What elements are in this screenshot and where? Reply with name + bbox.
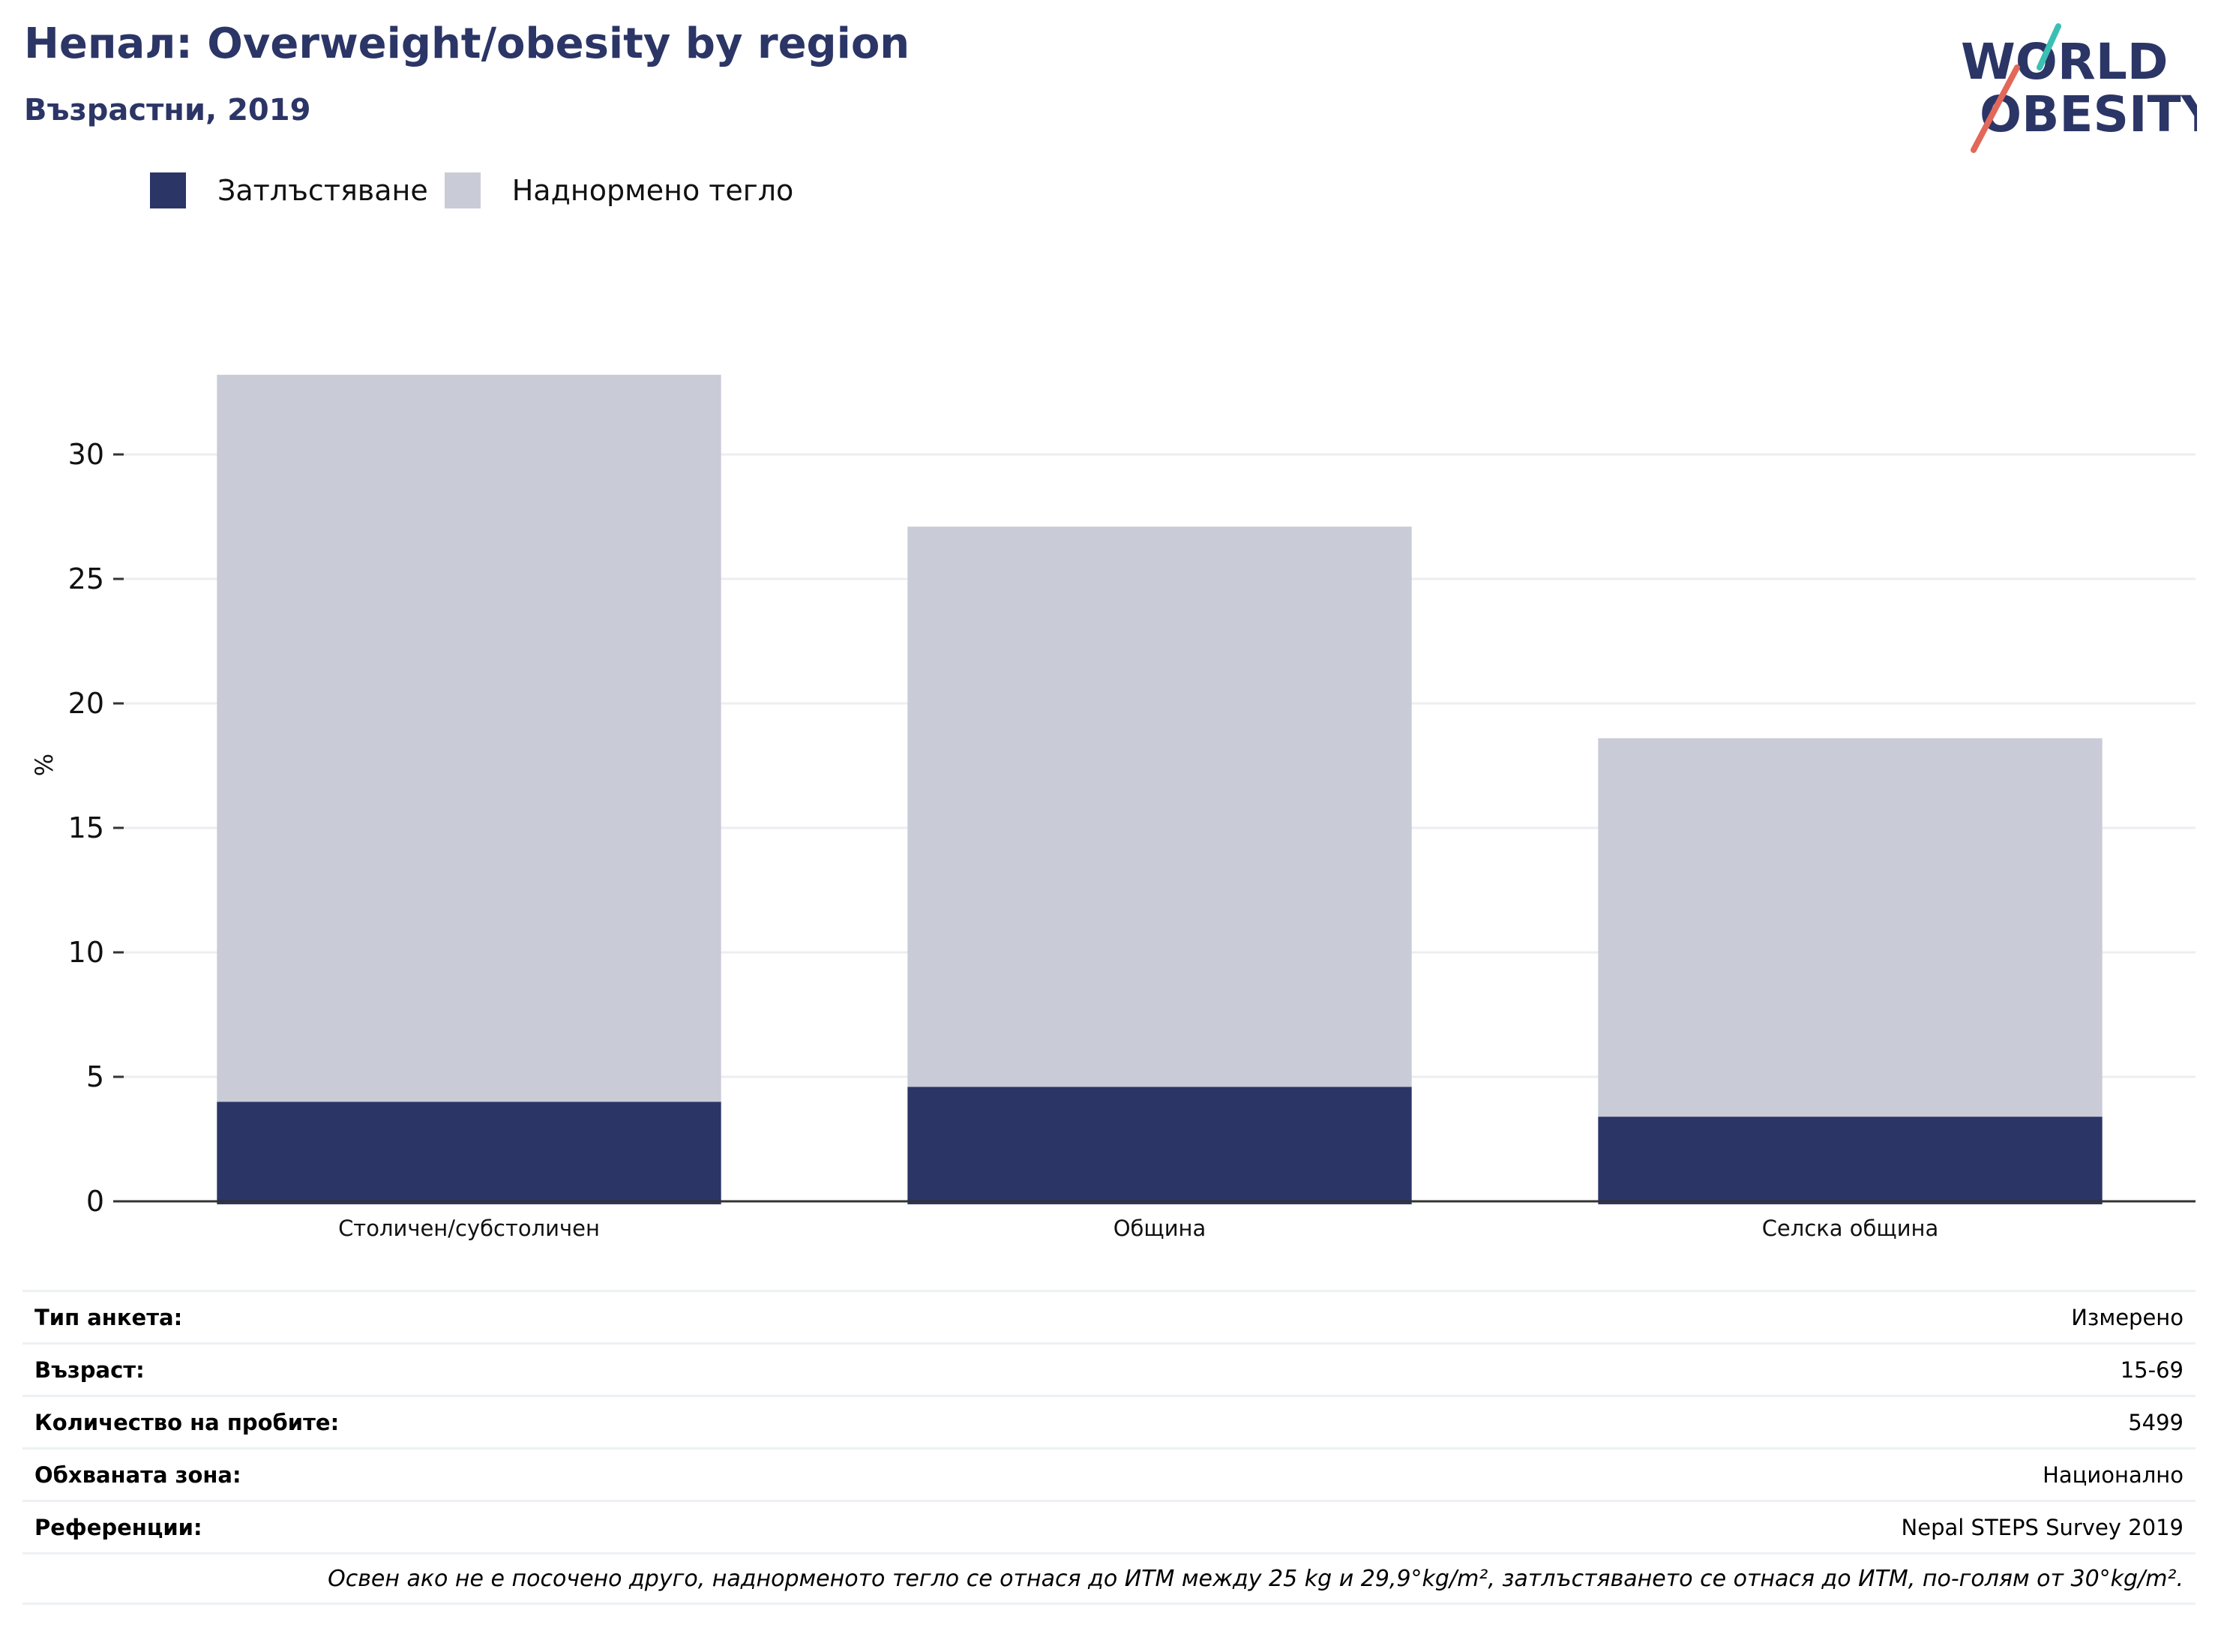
info-label: Възраст: (34, 1357, 145, 1383)
y-tick-label: 5 (86, 1060, 104, 1093)
info-row-age: Възраст: 15-69 (22, 1342, 2196, 1395)
logo-accent-teal (2037, 23, 2061, 70)
bar-segment-overweight (1598, 738, 2103, 1117)
chart-legend: Затлъстяване Наднормено тегло (150, 172, 810, 208)
info-row-sample-size: Количество на пробите: 5499 (22, 1395, 2196, 1447)
logo-word-obesity: OBESITY (1980, 85, 2197, 143)
info-value: Nepal STEPS Survey 2019 (1901, 1514, 2184, 1540)
info-value: 15-69 (2120, 1357, 2184, 1383)
bar-segment-obesity (1598, 1117, 2103, 1204)
info-row-survey-type: Тип анкета: Измерено (22, 1290, 2196, 1342)
definition-note: Освен ако не е посочено друго, наднормен… (22, 1552, 2196, 1605)
info-row-references: Референции: Nepal STEPS Survey 2019 (22, 1500, 2196, 1552)
x-tick-label: Община (1113, 1216, 1206, 1241)
chart-subtitle: Възрастни, 2019 (24, 93, 311, 127)
world-obesity-logo: WORLD OBESITY (1961, 23, 2197, 153)
y-tick-label: 15 (68, 811, 104, 844)
y-axis-label: % (30, 754, 58, 776)
y-tick-label: 20 (68, 687, 104, 720)
info-label: Референции: (34, 1514, 202, 1540)
info-row-area-covered: Обхваната зона: Национално (22, 1447, 2196, 1500)
bar-segment-obesity (907, 1087, 1412, 1204)
chart-title: Непал: Overweight/obesity by region (24, 19, 910, 68)
y-tick-label: 30 (68, 438, 104, 471)
legend-label-overweight: Наднормено тегло (511, 174, 794, 207)
x-tick-label: Столичен/субстоличен (338, 1216, 600, 1241)
info-value: Национално (2043, 1462, 2184, 1488)
legend-swatch-obesity (150, 172, 186, 208)
y-tick-label: 25 (68, 562, 104, 595)
survey-info-table: Тип анкета: Измерено Възраст: 15-69 Коли… (22, 1290, 2196, 1605)
definition-note-text: Освен ако не е посочено друго, наднормен… (328, 1565, 2184, 1592)
x-tick-label: Селска община (1762, 1216, 1939, 1241)
logo-accent-red (1971, 64, 2020, 153)
legend-label-obesity: Затлъстяване (217, 174, 428, 207)
logo-word-world: WORLD (1961, 33, 2169, 91)
info-value: 5499 (2128, 1409, 2184, 1435)
info-label: Обхваната зона: (34, 1462, 241, 1488)
info-label: Тип анкета: (34, 1304, 183, 1330)
y-tick-label: 0 (86, 1185, 104, 1218)
info-label: Количество на пробите: (34, 1409, 340, 1435)
bar-segment-obesity (217, 1102, 721, 1204)
legend-item-obesity: Затлъстяване (150, 172, 428, 208)
bar-chart: 0 5 10 15 20 25 30% Столичен/субстоличен Община С… (30, 374, 2196, 1241)
legend-swatch-overweight (444, 172, 481, 208)
bar-segment-overweight (907, 526, 1412, 1087)
legend-item-overweight: Наднормено тегло (444, 172, 794, 208)
bar-segment-overweight (217, 374, 721, 1102)
y-tick-label: 10 (68, 936, 104, 969)
info-value: Измерено (2071, 1304, 2184, 1330)
